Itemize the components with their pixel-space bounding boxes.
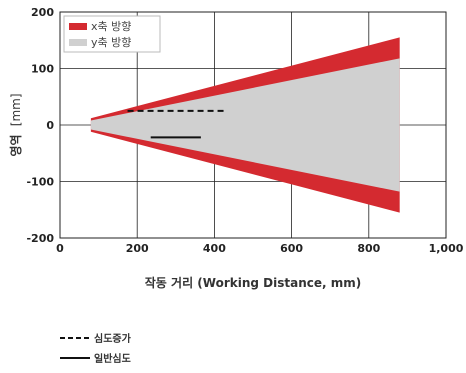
y-tick-label: 200 [31, 6, 54, 19]
legend-swatch-x [69, 23, 87, 30]
x-tick-label: 200 [126, 242, 149, 255]
legend-swatch-y [69, 39, 87, 46]
legend: x축 방향 y축 방향 [63, 15, 161, 53]
key-solid-label: 일반심도 [94, 352, 131, 365]
y-tick-label: -200 [26, 232, 54, 245]
y-axis-title-main: 영역 [8, 134, 23, 156]
line-key: 심도증가 일반심도 [60, 332, 132, 365]
x-tick-label: 400 [203, 242, 226, 255]
legend-label-y: y축 방향 [91, 36, 131, 49]
area-y-direction [90, 58, 400, 192]
annotation-lines [127, 109, 225, 139]
x-tick-label: 1,000 [429, 242, 464, 255]
legend-label-x: x축 방향 [91, 20, 131, 33]
x-axis-title: 작동 거리 (Working Distance, mm) [145, 275, 361, 290]
tick-labels: 0 200 400 600 800 1,000 200 100 0 -100 -200 [26, 6, 463, 255]
x-tick-label: 600 [280, 242, 303, 255]
x-tick-label: 800 [357, 242, 380, 255]
y-axis-title-unit: [mm] [9, 93, 23, 126]
y-tick-label: -100 [26, 176, 54, 189]
svg-text:영역 [mm]: 영역 [mm] [8, 93, 23, 156]
key-dashed-label: 심도증가 [94, 332, 132, 345]
x-tick-label: 0 [56, 242, 64, 255]
y-tick-label: 0 [46, 119, 54, 132]
y-tick-label: 100 [31, 63, 54, 76]
area-series [90, 37, 400, 213]
y-axis-title: 영역 [mm] [8, 93, 23, 156]
